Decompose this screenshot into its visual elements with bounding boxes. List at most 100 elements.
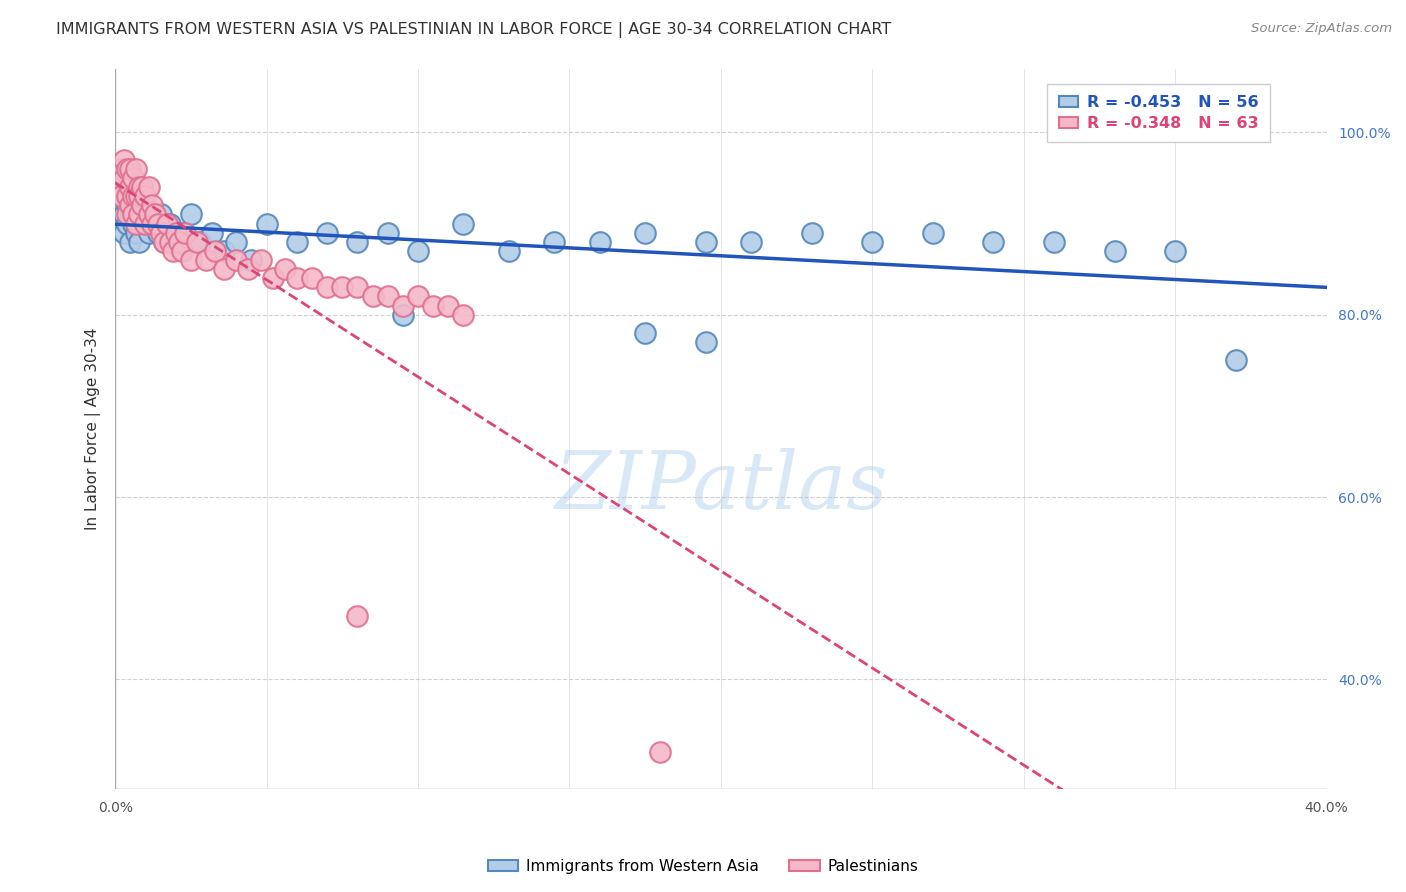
Point bbox=[134, 217, 156, 231]
Point bbox=[240, 252, 263, 267]
Point bbox=[134, 217, 156, 231]
Point bbox=[238, 262, 260, 277]
Point bbox=[128, 207, 150, 221]
Point bbox=[120, 198, 142, 212]
Point bbox=[122, 170, 145, 185]
Point bbox=[1104, 244, 1126, 258]
Point bbox=[346, 280, 368, 294]
Point bbox=[152, 235, 174, 249]
Text: ZIPatlas: ZIPatlas bbox=[554, 448, 887, 525]
Point bbox=[159, 217, 181, 231]
Point bbox=[285, 235, 308, 249]
Point bbox=[170, 244, 193, 258]
Point bbox=[117, 198, 139, 212]
Point bbox=[860, 235, 883, 249]
Point bbox=[285, 271, 308, 285]
Point bbox=[149, 226, 172, 240]
Point bbox=[498, 244, 520, 258]
Text: IMMIGRANTS FROM WESTERN ASIA VS PALESTINIAN IN LABOR FORCE | AGE 30-34 CORRELATI: IMMIGRANTS FROM WESTERN ASIA VS PALESTIN… bbox=[56, 22, 891, 38]
Point bbox=[120, 189, 142, 203]
Point bbox=[173, 226, 195, 240]
Point bbox=[120, 180, 142, 194]
Point bbox=[143, 207, 166, 221]
Point bbox=[128, 198, 150, 212]
Point bbox=[131, 207, 153, 221]
Legend: R = -0.453   N = 56, R = -0.348   N = 63: R = -0.453 N = 56, R = -0.348 N = 63 bbox=[1047, 84, 1270, 143]
Point bbox=[301, 271, 323, 285]
Point bbox=[120, 161, 142, 176]
Point bbox=[740, 235, 762, 249]
Point bbox=[146, 226, 169, 240]
Point bbox=[141, 198, 163, 212]
Point bbox=[1043, 235, 1066, 249]
Point bbox=[152, 235, 174, 249]
Point bbox=[134, 198, 156, 212]
Point bbox=[422, 299, 444, 313]
Point bbox=[392, 299, 415, 313]
Point bbox=[346, 608, 368, 623]
Point bbox=[249, 252, 271, 267]
Point bbox=[110, 161, 132, 176]
Legend: Immigrants from Western Asia, Palestinians: Immigrants from Western Asia, Palestinia… bbox=[481, 853, 925, 880]
Point bbox=[117, 217, 139, 231]
Point bbox=[112, 153, 135, 167]
Point bbox=[117, 207, 139, 221]
Point bbox=[406, 289, 429, 303]
Point bbox=[117, 189, 139, 203]
Point bbox=[225, 252, 247, 267]
Point bbox=[316, 226, 339, 240]
Text: Source: ZipAtlas.com: Source: ZipAtlas.com bbox=[1251, 22, 1392, 36]
Point bbox=[138, 226, 160, 240]
Point bbox=[143, 217, 166, 231]
Point bbox=[186, 235, 208, 249]
Point bbox=[180, 207, 202, 221]
Point bbox=[122, 189, 145, 203]
Point bbox=[159, 235, 181, 249]
Point bbox=[141, 207, 163, 221]
Point bbox=[453, 308, 475, 322]
Point bbox=[634, 226, 657, 240]
Point bbox=[165, 235, 187, 249]
Point bbox=[112, 207, 135, 221]
Point bbox=[274, 262, 297, 277]
Point bbox=[256, 217, 278, 231]
Point bbox=[188, 235, 211, 249]
Point bbox=[125, 189, 148, 203]
Point bbox=[167, 235, 190, 249]
Point bbox=[634, 326, 657, 340]
Point bbox=[983, 235, 1005, 249]
Point bbox=[800, 226, 823, 240]
Point bbox=[128, 180, 150, 194]
Point bbox=[346, 235, 368, 249]
Point bbox=[201, 226, 224, 240]
Point bbox=[112, 170, 135, 185]
Point bbox=[180, 252, 202, 267]
Point bbox=[377, 289, 399, 303]
Point bbox=[165, 226, 187, 240]
Point bbox=[170, 226, 193, 240]
Point bbox=[110, 189, 132, 203]
Point bbox=[377, 226, 399, 240]
Point bbox=[406, 244, 429, 258]
Point bbox=[1225, 353, 1247, 368]
Point bbox=[195, 252, 218, 267]
Point bbox=[437, 299, 460, 313]
Point bbox=[453, 217, 475, 231]
Point bbox=[110, 189, 132, 203]
Point bbox=[146, 217, 169, 231]
Point bbox=[117, 161, 139, 176]
Point bbox=[107, 180, 129, 194]
Point bbox=[149, 207, 172, 221]
Point bbox=[141, 217, 163, 231]
Point bbox=[125, 161, 148, 176]
Point bbox=[392, 308, 415, 322]
Point bbox=[262, 271, 284, 285]
Point bbox=[589, 235, 612, 249]
Point bbox=[138, 180, 160, 194]
Point bbox=[120, 235, 142, 249]
Point bbox=[156, 217, 179, 231]
Y-axis label: In Labor Force | Age 30-34: In Labor Force | Age 30-34 bbox=[86, 327, 101, 530]
Point bbox=[131, 198, 153, 212]
Point bbox=[330, 280, 353, 294]
Point bbox=[921, 226, 943, 240]
